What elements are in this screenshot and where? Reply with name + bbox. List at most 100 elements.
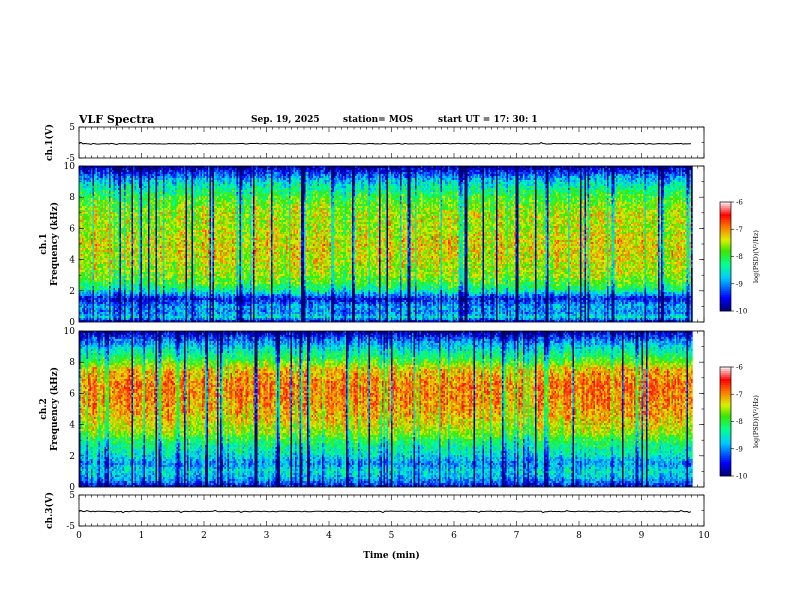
psd-cell [85,248,87,250]
psd-cell [112,244,114,246]
psd-cell [169,302,171,304]
psd-cell [123,216,125,218]
psd-cell [118,244,120,246]
psd-cell [145,316,147,318]
psd-cell [129,306,131,308]
psd-cell [135,260,137,262]
psd-cell [157,278,159,280]
psd-cell [148,208,150,210]
psd-cell [154,314,156,316]
psd-cell [129,294,131,296]
psd-cell [139,270,141,272]
psd-cell [118,292,120,294]
psd-cell [99,238,101,240]
psd-cell [108,238,110,240]
psd-cell [100,318,102,320]
psd-cell [108,206,110,208]
psd-cell [120,272,122,274]
psd-cell [151,312,153,314]
psd-cell [135,224,137,226]
psd-cell [105,286,107,288]
psd-cell [103,202,105,204]
psd-cell [154,196,156,198]
psd-cell [154,194,156,196]
psd-cell [94,298,96,300]
psd-cell [141,224,143,226]
psd-cell [81,168,83,170]
psd-cell [144,258,146,260]
psd-cell [103,238,105,240]
psd-cell [136,180,138,182]
psd-cell [169,246,171,248]
psd-cell [84,278,86,280]
psd-cell [108,188,110,190]
psd-cell [118,246,120,248]
psd-cell [90,172,92,174]
psd-cell [121,224,123,226]
psd-cell [141,176,143,178]
psd-cell [169,204,171,206]
psd-cell [94,168,96,170]
psd-cell [121,238,123,240]
psd-cell [121,308,123,310]
psd-cell [102,302,104,304]
psd-cell [88,288,90,290]
psd-cell [115,248,117,250]
psd-cell [156,298,158,300]
psd-cell [85,242,87,244]
psd-cell [142,254,144,256]
psd-cell [120,176,122,178]
psd-cell [130,296,132,298]
psd-cell [114,184,116,186]
psd-cell [168,254,170,256]
psd-cell [144,306,146,308]
psd-cell [147,218,149,220]
psd-cell [169,272,171,274]
psd-cell [169,278,171,280]
psd-cell [156,190,158,192]
psd-cell [157,280,159,282]
psd-cell [141,210,143,212]
psd-cell [142,264,144,266]
psd-cell [169,300,171,302]
psd-cell [142,284,144,286]
psd-cell [148,264,150,266]
psd-cell [147,240,149,242]
psd-cell [118,186,120,188]
psd-cell [109,280,111,282]
psd-cell [109,230,111,232]
psd-cell [129,262,131,264]
psd-cell [157,300,159,302]
psd-cell [91,262,93,264]
psd-cell [147,232,149,234]
psd-cell [166,238,168,240]
psd-cell [133,228,135,230]
psd-cell [102,196,104,198]
psd-cell [139,314,141,316]
psd-cell [90,266,92,268]
psd-cell [100,202,102,204]
psd-cell [88,220,90,222]
psd-cell [82,226,84,228]
psd-cell [132,214,134,216]
psd-cell [144,174,146,176]
psd-cell [103,242,105,244]
psd-cell [159,298,161,300]
psd-cell [102,316,104,318]
psd-cell [154,216,156,218]
psd-cell [81,232,83,234]
psd-cell [168,274,170,276]
psd-cell [126,172,128,174]
psd-cell [99,262,101,264]
psd-cell [114,272,116,274]
psd-cell [120,220,122,222]
psd-cell [111,300,113,302]
psd-cell [120,194,122,196]
psd-cell [102,296,104,298]
psd-cell [163,288,165,290]
psd-cell [148,304,150,306]
psd-cell [123,244,125,246]
psd-cell [136,186,138,188]
psd-cell [127,226,129,228]
psd-cell [105,316,107,318]
